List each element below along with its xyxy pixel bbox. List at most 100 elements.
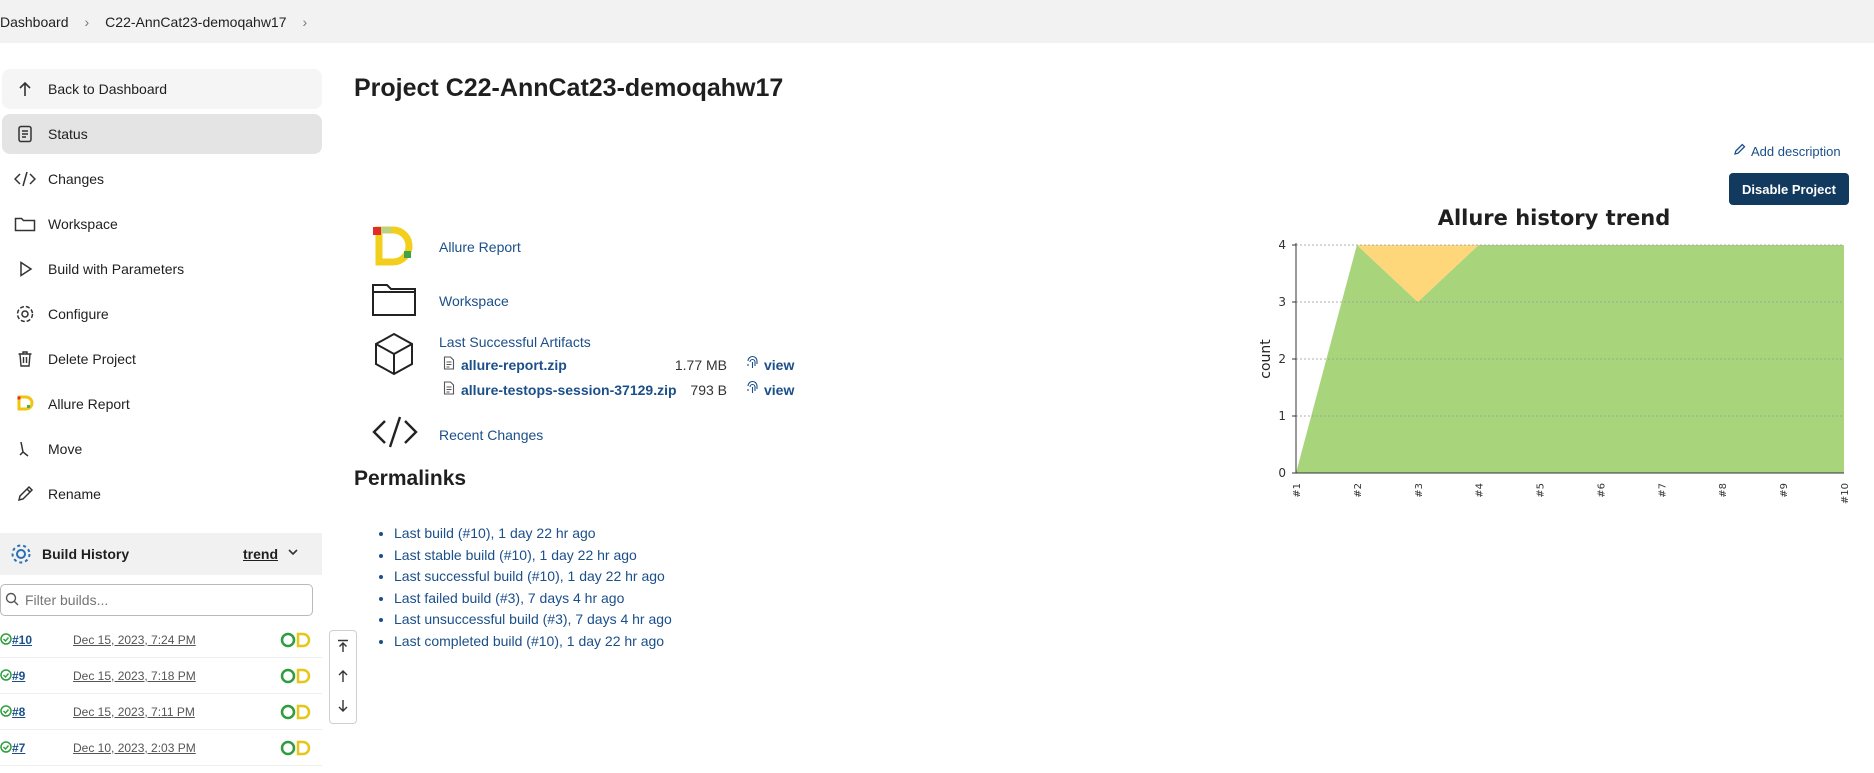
sidebar-item-allure-report[interactable]: Allure Report [2, 384, 322, 424]
breadcrumb-dashboard[interactable]: Dashboard [0, 13, 69, 30]
allure-history-trend-chart[interactable]: 0 1 2 3 4 #1 #2 #3 #4 #5 #6 #7 #8 #9 #10 count [1250, 230, 1860, 520]
code-icon[interactable] [371, 415, 419, 452]
chevron-down-icon[interactable] [287, 545, 299, 561]
permalink-last-build[interactable]: Last build (#10), 1 day 22 hr ago [394, 525, 596, 541]
sidebar-item-back-to-dashboard[interactable]: Back to Dashboard [2, 69, 322, 109]
file-icon [443, 356, 455, 373]
x-tick-label-0: #1 [1292, 483, 1303, 498]
breadcrumb-project[interactable]: C22-AnnCat23-demoqahw17 [105, 13, 287, 30]
trash-icon [2, 350, 48, 368]
trend-link[interactable]: trend [243, 546, 278, 562]
artifact-size: 793 B [690, 382, 727, 398]
artifact-row: allure-testops-session-37129.zip [443, 381, 677, 398]
build-row[interactable]: #8 Dec 15, 2023, 7:11 PM [0, 694, 322, 730]
folder-icon[interactable] [371, 280, 417, 321]
permalink-last-successful-build[interactable]: Last successful build (#10), 1 day 22 hr… [394, 568, 665, 584]
sidebar-item-label: Workspace [48, 216, 118, 232]
sidebar-item-rename[interactable]: Rename [2, 474, 322, 514]
scroll-controls [329, 630, 357, 724]
scroll-up-icon[interactable] [330, 661, 356, 691]
folder-icon [2, 215, 48, 233]
x-tick-label-8: #9 [1779, 483, 1790, 498]
breadcrumb-bar: Dashboard › C22-AnnCat23-demoqahw17 › [0, 0, 1874, 43]
sidebar-item-label: Changes [48, 171, 105, 187]
sidebar-item-label: Back to Dashboard [48, 81, 168, 97]
page-title: Project C22-AnnCat23-demoqahw17 [354, 74, 784, 102]
fingerprint-icon[interactable] [746, 380, 759, 398]
gear-icon [2, 304, 48, 324]
recent-changes-link[interactable]: Recent Changes [439, 427, 544, 443]
chevron-right-icon: › [84, 13, 90, 30]
build-row[interactable]: #9 Dec 15, 2023, 7:18 PM [0, 658, 322, 694]
sidebar-item-changes[interactable]: Changes [2, 159, 322, 199]
build-number-link[interactable]: #8 [12, 704, 26, 719]
x-tick-label-4: #5 [1536, 483, 1547, 498]
x-tick-label-1: #2 [1353, 483, 1364, 498]
move-icon [2, 440, 48, 458]
build-history-icon [0, 543, 42, 565]
sidebar-item-label: Build with Parameters [48, 261, 185, 277]
last-successful-artifacts-link[interactable]: Last Successful Artifacts [439, 334, 591, 350]
fingerprint-icon[interactable] [746, 355, 759, 373]
sidebar-item-label: Delete Project [48, 351, 136, 367]
sidebar-item-build-with-parameters[interactable]: Build with Parameters [2, 249, 322, 289]
y-tick-label-2: 2 [1278, 352, 1286, 366]
allure-badge-icon[interactable] [280, 632, 312, 651]
build-number-link[interactable]: #10 [12, 632, 33, 647]
artifact-link[interactable]: allure-testops-session-37129.zip [461, 381, 677, 398]
permalink-last-completed-build[interactable]: Last completed build (#10), 1 day 22 hr … [394, 632, 665, 649]
sidebar-item-configure[interactable]: Configure [2, 294, 322, 334]
permalink-item: Last build (#10), 1 day 22 hr ago [394, 523, 672, 545]
success-check-icon [0, 669, 12, 684]
permalink-last-unsuccessful-build[interactable]: Last unsuccessful build (#3), 7 days 4 h… [394, 611, 672, 627]
build-number-link[interactable]: #9 [12, 668, 26, 683]
build-date-link[interactable]: Dec 15, 2023, 7:24 PM [73, 632, 196, 647]
permalinks-title: Permalinks [354, 467, 467, 490]
chevron-right-icon[interactable]: › [302, 13, 308, 30]
add-description-link[interactable]: Add description [1733, 143, 1841, 159]
x-tick-label-6: #7 [1657, 483, 1668, 498]
success-check-icon [0, 705, 12, 720]
artifact-view-link[interactable]: view [764, 357, 795, 373]
arrow-up-icon [2, 80, 48, 98]
build-row[interactable]: #7 Dec 10, 2023, 2:03 PM [0, 730, 322, 766]
permalink-item: Last stable build (#10), 1 day 22 hr ago [394, 545, 672, 567]
build-date-link[interactable]: Dec 10, 2023, 2:03 PM [73, 740, 196, 755]
sidebar-item-label: Rename [48, 486, 101, 502]
build-date-link[interactable]: Dec 15, 2023, 7:11 PM [73, 704, 195, 719]
build-row[interactable]: #10 Dec 15, 2023, 7:24 PM [0, 622, 322, 658]
x-tick-label-9: #10 [1840, 483, 1851, 504]
y-axis-label: count [1258, 339, 1274, 379]
scroll-down-icon[interactable] [330, 691, 356, 721]
artifact-view-link[interactable]: view [764, 382, 795, 398]
permalink-last-stable-build[interactable]: Last stable build (#10), 1 day 22 hr ago [394, 546, 637, 563]
x-tick-label-5: #6 [1596, 483, 1607, 498]
allure-badge-icon[interactable] [280, 668, 312, 687]
success-check-icon [0, 633, 12, 648]
y-tick-label-1: 1 [1278, 409, 1286, 423]
allure-logo-icon[interactable] [371, 225, 417, 270]
scroll-to-top-icon[interactable] [330, 631, 356, 661]
play-icon [2, 260, 48, 278]
sidebar-item-move[interactable]: Move [2, 429, 322, 469]
build-date-link[interactable]: Dec 15, 2023, 7:18 PM [73, 668, 196, 683]
permalink-item: Last successful build (#10), 1 day 22 hr… [394, 566, 672, 588]
disable-project-button[interactable]: Disable Project [1729, 173, 1849, 205]
sidebar-item-status[interactable]: Status [2, 114, 322, 154]
workspace-link[interactable]: Workspace [439, 293, 509, 309]
allure-badge-icon[interactable] [280, 740, 312, 759]
artifact-link[interactable]: allure-report.zip [461, 356, 567, 373]
filter-builds[interactable] [0, 584, 313, 616]
chart-title: Allure history trend [1437, 206, 1671, 230]
allure-report-link[interactable]: Allure Report [439, 239, 521, 255]
sidebar-item-delete-project[interactable]: Delete Project [2, 339, 322, 379]
allure-badge-icon[interactable] [280, 704, 312, 723]
filter-builds-input[interactable] [19, 591, 299, 609]
x-tick-label-7: #8 [1718, 483, 1729, 498]
sidebar-item-label: Move [48, 441, 83, 457]
search-icon [5, 592, 19, 609]
build-number-link[interactable]: #7 [12, 740, 26, 755]
success-check-icon [0, 741, 12, 756]
permalink-last-failed-build[interactable]: Last failed build (#3), 7 days 4 hr ago [394, 589, 625, 606]
sidebar-item-workspace[interactable]: Workspace [2, 204, 322, 244]
